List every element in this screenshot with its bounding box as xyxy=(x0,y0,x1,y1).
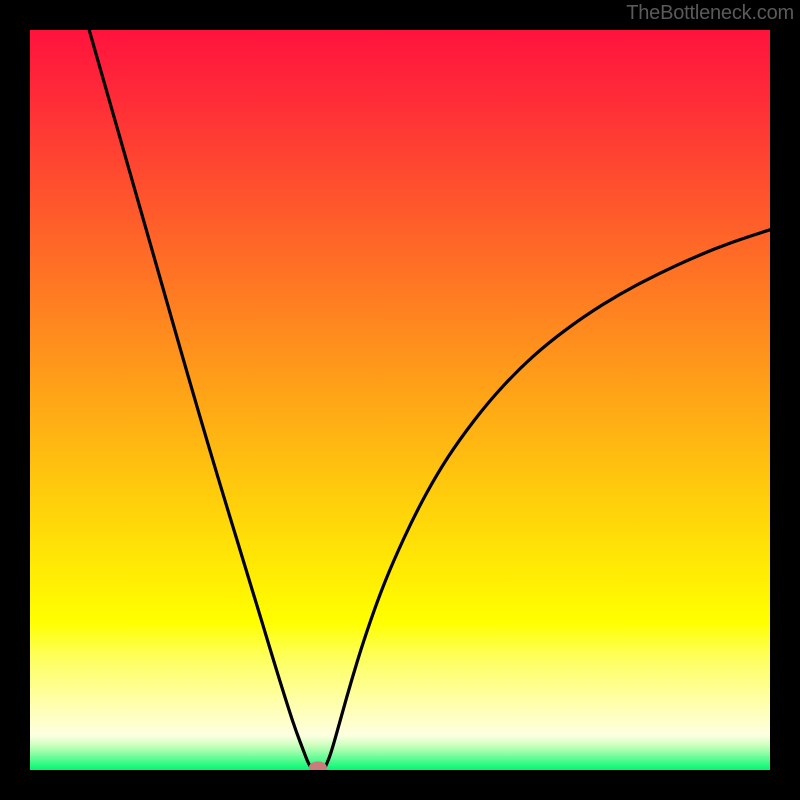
chart-plot xyxy=(0,0,800,800)
chart-container: TheBottleneck.com xyxy=(0,0,800,800)
chart-svg xyxy=(0,0,800,800)
watermark-label: TheBottleneck.com xyxy=(626,2,794,25)
